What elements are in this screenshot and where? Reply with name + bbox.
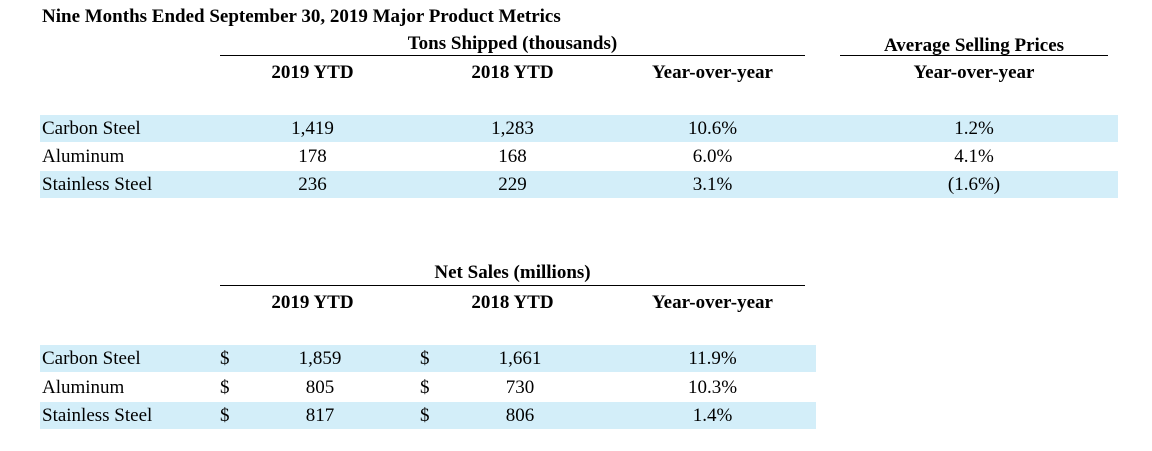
currency-symbol: $ [220,405,230,426]
asp-value-yoy: 1.2% [954,118,994,139]
row-label: Aluminum [42,146,125,167]
tons-value-yoy: 6.0% [692,146,733,167]
asp-header: Average Selling Prices [883,35,1065,56]
asp-value-yoy: (1.6%) [947,174,1001,195]
sales-col-2019: 2019 YTD [271,292,354,313]
sales-value-2018: 730 [505,377,535,398]
row-label: Carbon Steel [42,348,141,369]
tons-value-yoy: 3.1% [692,174,733,195]
asp-col-yoy: Year-over-year [913,62,1035,83]
sales-value-2019: 817 [305,405,335,426]
tons-col-2019: 2019 YTD [271,62,354,83]
asp-rule [840,55,1108,56]
tons-value-yoy: 10.6% [687,118,738,139]
tons-value-2018: 229 [498,174,527,195]
currency-symbol: $ [420,405,430,426]
table-row [40,171,1118,198]
sales-value-yoy: 10.3% [687,377,738,398]
tons-value-2019: 1,419 [291,118,334,139]
row-label: Aluminum [42,377,125,398]
tons-value-2019: 236 [298,174,327,195]
tons-col-2018: 2018 YTD [471,62,554,83]
net-sales-rule [220,285,805,286]
tons-col-yoy: Year-over-year [652,62,773,83]
sales-value-yoy: 11.9% [688,348,737,369]
sales-col-yoy: Year-over-year [652,292,773,313]
tons-shipped-rule [220,55,805,56]
tons-value-2018: 1,283 [491,118,534,139]
row-label: Stainless Steel [42,405,153,426]
sales-value-2018: 806 [505,405,535,426]
sales-value-yoy: 1.4% [692,405,733,426]
row-label: Carbon Steel [42,118,141,139]
tons-value-2018: 168 [498,146,527,167]
currency-symbol: $ [420,377,430,398]
table-row [40,115,1118,142]
sales-col-2018: 2018 YTD [471,292,554,313]
sales-value-2019: 1,859 [298,348,342,369]
currency-symbol: $ [220,377,230,398]
currency-symbol: $ [420,348,430,369]
page-title: Nine Months Ended September 30, 2019 Maj… [42,6,561,27]
sales-value-2018: 1,661 [498,348,542,369]
table-row [40,345,816,372]
currency-symbol: $ [220,348,230,369]
tons-value-2019: 178 [298,146,327,167]
row-label: Stainless Steel [42,174,153,195]
tons-shipped-header: Tons Shipped (thousands) [407,33,618,54]
net-sales-header: Net Sales (millions) [434,262,591,283]
table-row [40,402,816,429]
asp-value-yoy: 4.1% [954,146,994,167]
sales-value-2019: 805 [305,377,335,398]
